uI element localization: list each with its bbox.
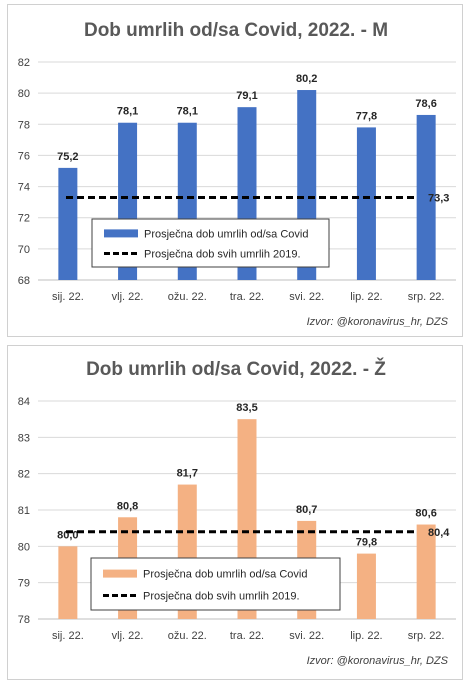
source-note: Izvor: @koronavirus_hr, DZS (307, 655, 449, 667)
x-tick-label: lip. 22. (350, 630, 382, 642)
x-tick-label: srp. 22. (408, 630, 445, 642)
data-label: 80,7 (296, 504, 317, 516)
y-tick-label: 80 (18, 541, 30, 553)
bar (416, 114, 436, 280)
x-tick-label: ožu. 22. (168, 291, 207, 303)
data-label: 79,8 (356, 537, 377, 549)
x-tick-label: ožu. 22. (168, 630, 207, 642)
data-label: 80,2 (296, 73, 317, 85)
bar (356, 553, 376, 619)
data-label: 80,6 (415, 508, 436, 520)
reference-line-label: 80,4 (428, 527, 450, 539)
data-label: 79,1 (236, 90, 257, 102)
y-tick-label: 74 (18, 182, 30, 194)
x-tick-label: lip. 22. (350, 291, 382, 303)
y-tick-label: 80 (18, 88, 30, 100)
bar (58, 546, 78, 619)
x-tick-label: sij. 22. (52, 291, 84, 303)
x-tick-label: srp. 22. (408, 291, 445, 303)
bar (356, 127, 376, 281)
x-tick-label: vlj. 22. (112, 291, 144, 303)
bar (416, 524, 436, 619)
y-tick-label: 82 (18, 469, 30, 481)
y-tick-label: 78 (18, 119, 30, 131)
data-label: 83,5 (236, 402, 257, 414)
chart-male: Dob umrlih od/sa Covid, 2022. - M 68 70 72 7… (18, 20, 456, 328)
data-label: 78,1 (117, 106, 138, 118)
bar (58, 167, 78, 280)
y-tick-label: 82 (18, 57, 30, 69)
legend-box (91, 218, 330, 268)
data-label: 75,2 (57, 151, 78, 163)
x-tick-label: svi. 22. (289, 630, 324, 642)
x-tick-label: tra. 22. (230, 630, 264, 642)
legend-label-reference: Prosječna dob svih umrlih 2019. (143, 590, 300, 602)
x-tick-label: svi. 22. (289, 291, 324, 303)
x-tick-label: tra. 22. (230, 291, 264, 303)
legend-swatch-bars (104, 229, 138, 238)
y-tick-label: 72 (18, 213, 30, 225)
legend-label-series: Prosječna dob umrlih od/sa Covid (144, 228, 308, 240)
data-label: 77,8 (356, 110, 377, 122)
data-label: 81,7 (177, 468, 198, 480)
y-tick-label: 78 (18, 614, 30, 626)
legend-swatch-bars (103, 569, 137, 578)
chart-panel-female: Dob umrlih od/sa Covid, 2022. - Ž 78 79 80 8… (7, 345, 463, 680)
y-tick-label: 70 (18, 244, 30, 256)
chart-panel-male: Dob umrlih od/sa Covid, 2022. - M 68 70 72 7… (7, 4, 463, 337)
y-tick-label: 79 (18, 578, 30, 590)
legend: Prosječna dob umrlih od/sa Covid Prosječn… (90, 557, 341, 611)
data-label: 78,1 (177, 106, 198, 118)
legend-box (90, 557, 341, 611)
chart-title: Dob umrlih od/sa Covid, 2022. - Ž (86, 358, 386, 380)
legend-label-reference: Prosječna dob svih umrlih 2019. (144, 249, 301, 261)
y-tick-label: 68 (18, 275, 30, 287)
x-tick-label: vlj. 22. (112, 630, 144, 642)
y-tick-label: 83 (18, 432, 30, 444)
legend-label-series: Prosječna dob umrlih od/sa Covid (143, 569, 307, 581)
source-note: Izvor: @koronavirus_hr, DZS (307, 316, 449, 328)
chart-title: Dob umrlih od/sa Covid, 2022. - M (84, 20, 388, 41)
data-label: 80,8 (117, 500, 138, 512)
y-tick-label: 76 (18, 150, 30, 162)
y-tick-label: 81 (18, 505, 30, 517)
y-tick-label: 84 (18, 396, 30, 408)
legend: Prosječna dob umrlih od/sa Covid Prosječn… (91, 218, 330, 268)
chart-female: Dob umrlih od/sa Covid, 2022. - Ž 78 79 80 8… (18, 358, 456, 667)
data-label: 78,6 (415, 98, 436, 110)
data-label: 80,0 (57, 529, 78, 541)
x-tick-label: sij. 22. (52, 630, 84, 642)
reference-line-label: 73,3 (428, 192, 449, 204)
